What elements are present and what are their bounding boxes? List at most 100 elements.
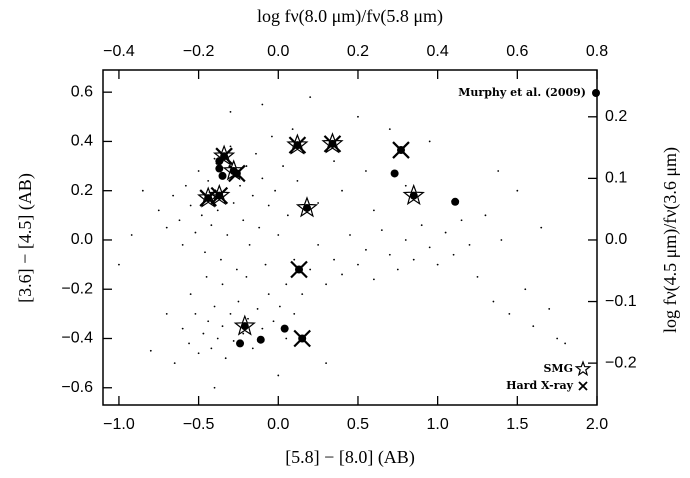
point [188,342,190,345]
point [365,248,367,251]
point [564,342,567,345]
point [272,320,275,323]
cross-marker [392,141,410,159]
point [197,352,200,355]
star-marker [212,144,236,166]
point [232,340,235,342]
point [258,226,261,229]
point [428,140,431,143]
point [341,273,343,276]
point [286,214,289,217]
point [532,325,535,328]
star-marker [402,183,425,206]
point [548,308,551,310]
point [390,169,399,178]
point [181,243,184,246]
point [207,179,210,182]
point [460,219,463,222]
point [256,308,259,310]
point [229,110,232,113]
star-marker [321,132,344,154]
point [357,263,359,266]
point [229,145,232,148]
point [296,179,299,182]
cross-marker [228,164,246,183]
y-tick-label: 0.4 [71,133,93,150]
legend-marker [592,89,600,97]
right-axis-label: log fν(4.5 μm)/fν(3.6 μm) [660,147,681,333]
point [184,184,187,187]
right-tick-label: 0.0 [605,231,627,248]
point [452,253,455,256]
point [492,300,495,303]
point [409,191,418,200]
point [210,224,213,227]
y-tick-label: −0.2 [61,280,93,297]
point [226,234,229,236]
point [444,231,447,234]
point [357,115,359,118]
point [200,214,203,217]
cross-marker [290,260,308,279]
point [261,177,264,180]
x-tick-label: 2.0 [586,416,608,433]
point [293,312,296,315]
point [468,243,471,246]
cross-marker [323,135,342,153]
point [500,239,503,241]
point [285,337,288,340]
point [412,258,415,261]
point [274,189,277,192]
point [216,209,219,212]
cross-marker [199,189,217,207]
point [388,128,391,131]
legend-marker [574,360,592,377]
top-axis-label: log fν(8.0 μm)/fν(5.8 μm) [257,6,443,27]
x-tick-label: −0.5 [183,416,215,433]
x-tick-label: 0.5 [347,416,369,433]
point [476,276,479,278]
top-tick-label: 0.2 [347,43,369,60]
point [207,320,210,323]
point [508,312,511,315]
point [236,339,245,348]
point [261,327,264,330]
point [256,335,265,344]
point [237,300,240,303]
point [451,197,460,206]
point [242,332,245,335]
point [202,332,205,335]
star-marker [197,186,220,208]
point [280,324,289,333]
cross-marker [215,147,233,165]
point [221,283,224,286]
point [221,325,224,328]
point [224,357,227,360]
point [277,374,280,377]
point [245,165,248,167]
point [130,234,133,236]
point [173,362,176,365]
point [181,327,184,330]
point [213,305,216,308]
legend-label: Hard X-ray [506,379,573,392]
point [172,194,175,197]
point [197,170,200,172]
point [251,194,254,197]
point [325,283,327,286]
top-tick-label: 0.6 [506,43,528,60]
y-tick-label: 0.2 [71,182,93,199]
point [165,312,168,315]
x-axis-label: [5.8] − [8.0] (AB) [285,447,415,468]
star-marker [286,133,309,155]
point [239,184,241,187]
y-tick-label: −0.6 [61,379,93,396]
top-tick-label: 0.0 [267,43,289,60]
point [264,263,267,266]
point [247,317,249,320]
point [271,135,273,138]
point [248,243,251,246]
x-tick-label: 0.0 [267,416,289,433]
star-marker [295,196,319,218]
